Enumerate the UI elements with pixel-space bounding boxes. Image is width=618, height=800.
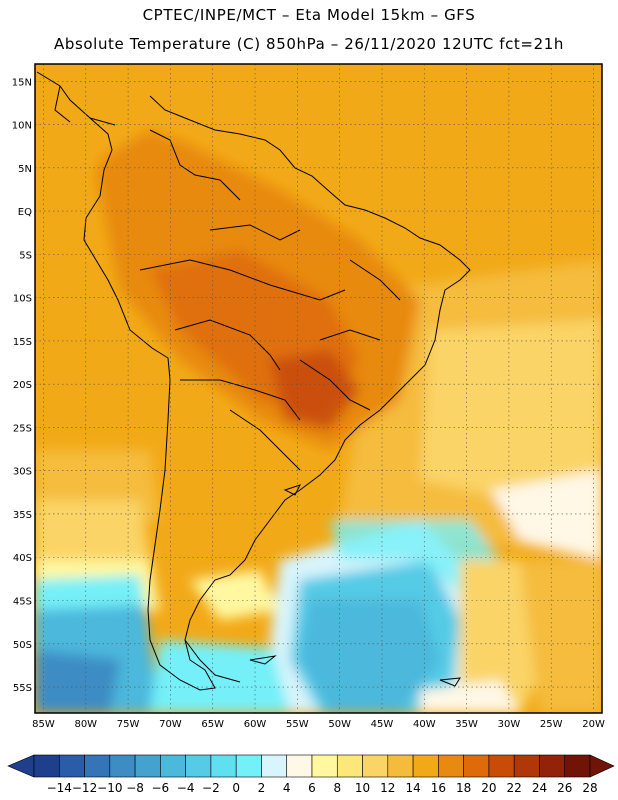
lon-label: 70W — [159, 719, 182, 730]
colorbar-swatch — [160, 754, 186, 778]
lon-label: 65W — [201, 719, 224, 730]
colorbar-right-arrow — [589, 754, 615, 778]
colorbar-swatch — [463, 754, 490, 778]
map-title-line1: CPTEC/INPE/MCT – Eta Model 15km – GFS — [142, 6, 476, 24]
lat-lon-grid — [35, 64, 602, 713]
colorbar-swatch — [58, 754, 85, 778]
lon-label: 85W — [32, 719, 55, 730]
colorbar: −14 −12 −10 −8 −6 −4 −2 0 2 4 6 8 10 12 14 16 18 20 22 24 26… — [7, 754, 615, 795]
colorbar-swatch — [185, 754, 212, 778]
lat-label: 10N — [12, 121, 32, 132]
temperature-field — [35, 64, 602, 713]
lat-label: 25S — [13, 423, 32, 434]
lon-label: 20W — [582, 719, 605, 730]
lat-label: 30S — [13, 467, 32, 478]
lat-label: 20S — [13, 380, 32, 391]
colorbar-swatch — [109, 754, 136, 778]
lon-label: 25W — [540, 719, 563, 730]
colorbar-swatch — [134, 754, 161, 778]
colorbar-label: 26 — [557, 781, 572, 795]
lat-label: 40S — [13, 553, 32, 564]
lon-label: 80W — [74, 719, 97, 730]
colorbar-swatch — [513, 754, 540, 778]
colorbar-label: −8 — [126, 781, 144, 795]
colorbar-label: 24 — [532, 781, 547, 795]
colorbar-label: −10 — [97, 781, 122, 795]
longitude-labels: 85W 80W 75W 70W 65W 60W 55W 50W 45W 40W 35W 30W 25W 2… — [32, 719, 605, 730]
colorbar-label: 20 — [481, 781, 496, 795]
map-frame — [34, 63, 603, 714]
colorbar-swatch — [564, 754, 591, 778]
colorbar-label: 28 — [582, 781, 597, 795]
colorbar-label: 22 — [507, 781, 522, 795]
colorbar-label: −2 — [202, 781, 220, 795]
lon-label: 40W — [413, 719, 436, 730]
lat-label: 10S — [13, 294, 32, 305]
colorbar-swatch — [33, 754, 60, 778]
latitude-labels: 15N 10N 5N EQ 5S 10S 15S 20S 25S 30S 35S 40S 45S 50S 5… — [12, 77, 32, 694]
colorbar-label: 14 — [405, 781, 420, 795]
colorbar-swatch — [210, 754, 237, 778]
lat-label: 5S — [19, 250, 32, 261]
colorbar-label: −4 — [177, 781, 195, 795]
colorbar-label: 4 — [283, 781, 291, 795]
colorbar-swatch — [311, 754, 338, 778]
colorbar-label: 6 — [308, 781, 316, 795]
lat-label: 55S — [13, 683, 32, 694]
lat-label: EQ — [18, 207, 32, 218]
lat-label: 50S — [13, 640, 32, 651]
colorbar-label: 16 — [431, 781, 446, 795]
colorbar-left-arrow — [7, 754, 35, 778]
lon-label: 50W — [328, 719, 351, 730]
lon-label: 60W — [244, 719, 267, 730]
lon-label: 55W — [286, 719, 309, 730]
lat-label: 15S — [13, 337, 32, 348]
colorbar-label: 10 — [355, 781, 370, 795]
colorbar-swatch — [286, 754, 313, 778]
lat-label: 45S — [13, 597, 32, 608]
colorbar-swatch — [387, 754, 414, 778]
colorbar-swatch — [362, 754, 389, 778]
colorbar-swatch — [438, 754, 464, 778]
colorbar-label: 8 — [333, 781, 341, 795]
colorbar-swatch — [235, 754, 262, 778]
colorbar-label: 0 — [232, 781, 240, 795]
colorbar-label: 18 — [456, 781, 471, 795]
colorbar-label: −6 — [152, 781, 170, 795]
coastline — [36, 71, 471, 691]
lon-label: 35W — [455, 719, 478, 730]
colorbar-label: 12 — [380, 781, 395, 795]
colorbar-swatch — [539, 754, 566, 778]
colorbar-swatch — [488, 754, 515, 778]
colorbar-swatch — [261, 754, 288, 778]
lon-label: 45W — [371, 719, 394, 730]
colorbar-label: −14 — [47, 781, 72, 795]
colorbar-swatch — [84, 754, 111, 778]
lat-label: 5N — [18, 164, 32, 175]
colorbar-label: −12 — [72, 781, 97, 795]
lon-label: 75W — [117, 719, 140, 730]
map-title-line2: Absolute Temperature (C) 850hPa – 26/11/… — [54, 35, 564, 53]
lat-label: 35S — [13, 510, 32, 521]
colorbar-swatch — [412, 754, 439, 778]
lon-label: 30W — [498, 719, 521, 730]
colorbar-label: 2 — [258, 781, 266, 795]
colorbar-swatch — [336, 754, 363, 778]
lat-label: 15N — [12, 77, 32, 88]
